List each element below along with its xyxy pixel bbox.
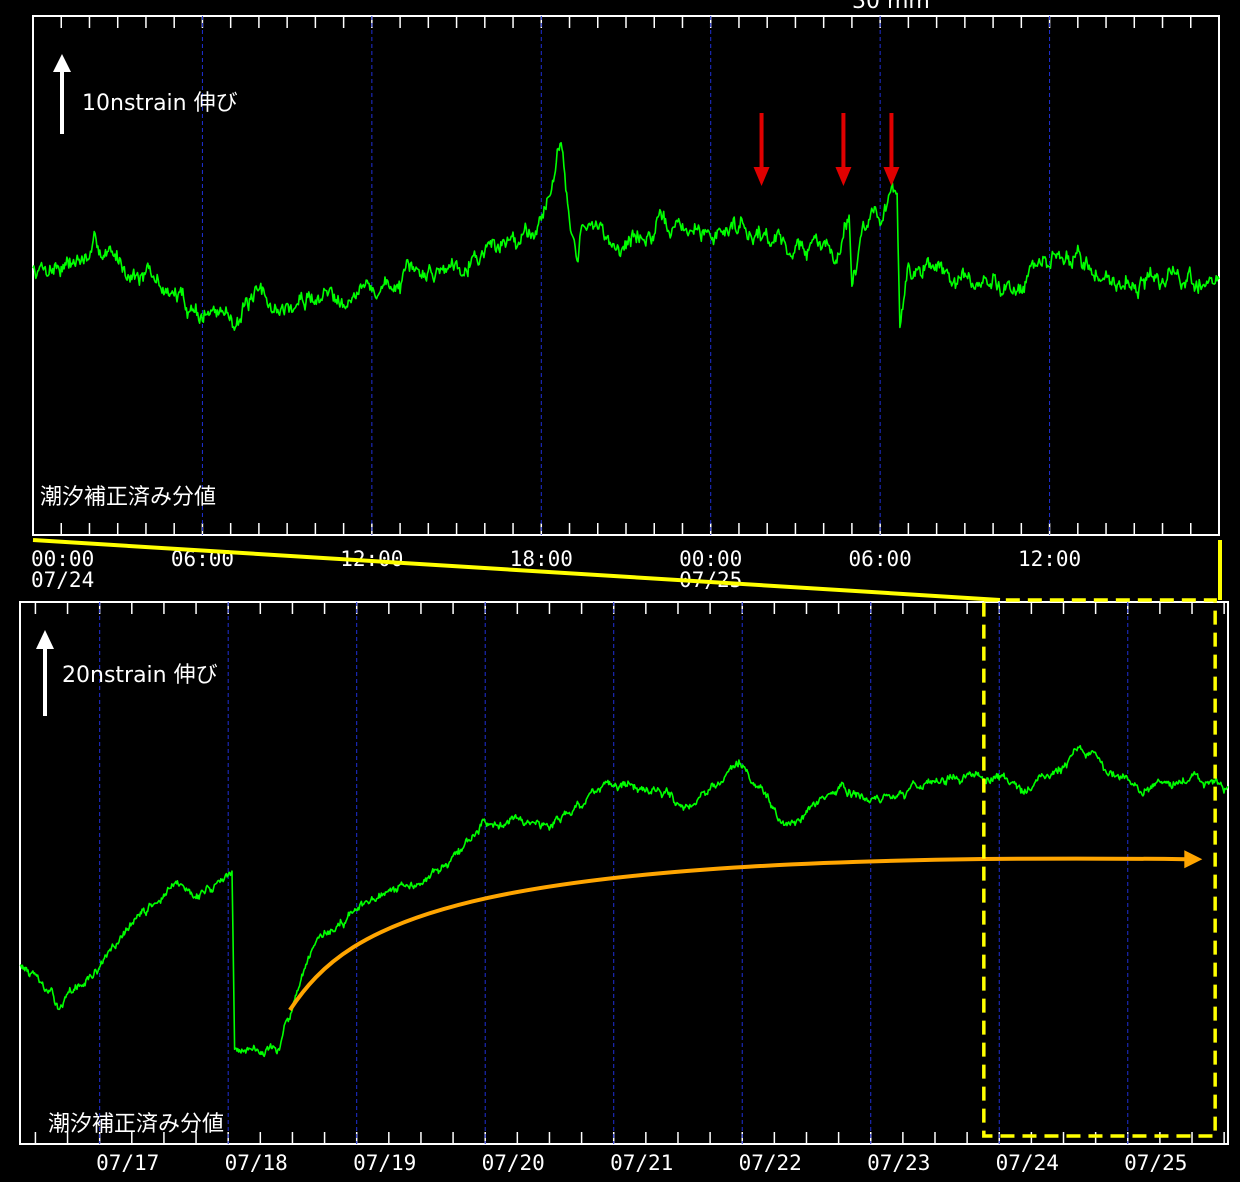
bottom-panel: 07/17 07/18 07/19 07/20 07/21 07/22 07/23 07/24… [19, 598, 1229, 1175]
top-grid-lines [201, 16, 1051, 535]
top-x-tick-time: 00:00 [679, 547, 742, 571]
down-arrowhead-icon [753, 167, 770, 186]
bottom-x-tick-label: 07/24 [996, 1151, 1059, 1175]
bottom-x-tick-label: 07/22 [739, 1151, 802, 1175]
bottom-x-tick-label: 07/23 [867, 1151, 930, 1175]
top-x-tick-time: 06:00 [849, 547, 912, 571]
bottom-x-tick-label: 07/18 [225, 1151, 288, 1175]
bottom-plot-frame [19, 601, 1229, 1145]
top-series-label: 潮汐補正済み分値 [40, 485, 216, 510]
trend-arrowhead-icon [1184, 850, 1203, 869]
top-x-tick-time: 18:00 [510, 547, 573, 571]
bottom-x-tick-label: 07/20 [482, 1151, 545, 1175]
up-arrowhead-icon [36, 630, 54, 649]
top-x-tick-date: 07/24 [31, 568, 94, 592]
bottom-series-label: 潮汐補正済み分値 [48, 1112, 224, 1137]
top-scale-label: 10nstrain 伸び [82, 91, 238, 116]
bottom-scale-label: 20nstrain 伸び [62, 663, 218, 688]
up-arrowhead-icon [53, 54, 71, 72]
bottom-x-tick-label: 07/17 [96, 1151, 159, 1175]
down-arrowhead-icon [835, 167, 852, 186]
bottom-x-tick-labels: 07/17 07/18 07/19 07/20 07/21 07/22 07/23 07/24… [96, 1151, 1187, 1175]
bottom-strain-trace [19, 744, 1229, 1058]
zoom-connector-left [32, 538, 1001, 602]
zoom-box [982, 598, 1217, 1138]
top-partial-label: 30 mm [852, 0, 930, 14]
bottom-grid-lines [99, 602, 1129, 1144]
top-scale-arrow [53, 54, 71, 134]
down-arrowhead-icon [883, 167, 900, 186]
zoom-indicator [32, 538, 1222, 602]
top-strain-trace [32, 142, 1220, 331]
top-x-tick-time: 00:00 [31, 547, 94, 571]
bottom-x-tick-label: 07/25 [1124, 1151, 1187, 1175]
bottom-scale-arrow [36, 630, 54, 716]
bottom-x-tick-label: 07/19 [353, 1151, 416, 1175]
top-event-markers [753, 113, 900, 186]
trend-arrow [288, 856, 1187, 1012]
top-x-tick-time: 12:00 [1018, 547, 1081, 571]
bottom-x-tick-label: 07/21 [610, 1151, 673, 1175]
